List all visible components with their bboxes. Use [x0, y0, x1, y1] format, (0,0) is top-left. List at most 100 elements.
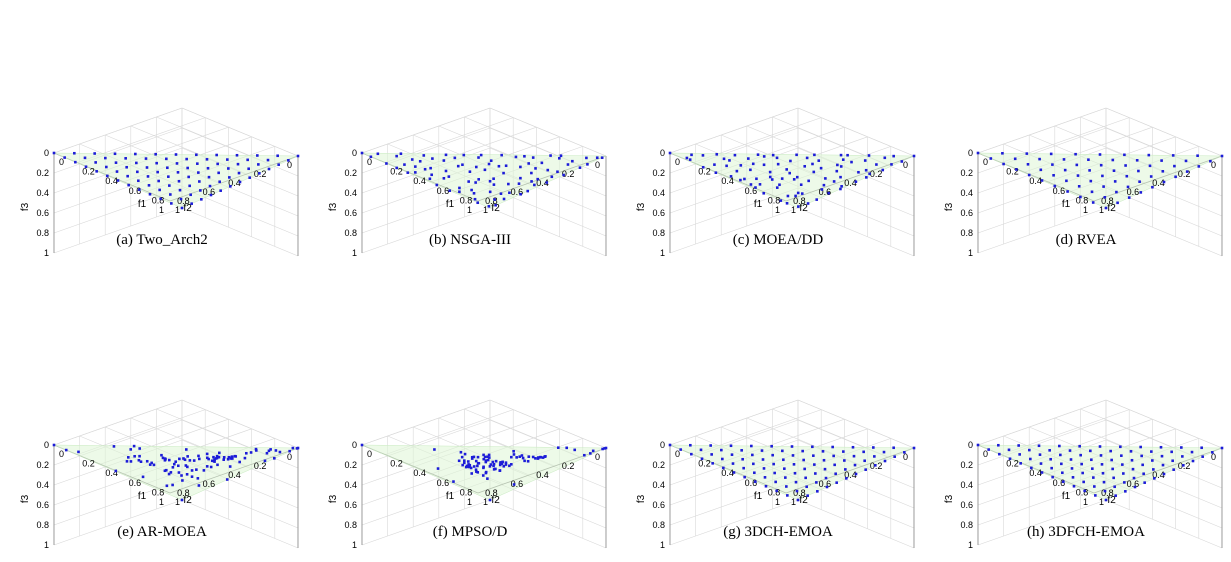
data-point — [1162, 472, 1166, 476]
data-point — [185, 157, 188, 161]
data-point — [527, 162, 530, 165]
grid-line — [669, 107, 799, 154]
data-point — [197, 457, 201, 461]
axis-label-f3: f3 — [944, 494, 955, 503]
grid-line — [669, 419, 799, 466]
data-point — [764, 484, 768, 488]
data-point — [1124, 164, 1127, 167]
data-point — [801, 449, 804, 453]
data-point — [728, 159, 731, 162]
tick-label-f1: 1 — [175, 497, 180, 507]
data-point — [772, 462, 775, 466]
tick-label-f2: 0.6 — [819, 479, 832, 489]
tick-label-f3: 0.6 — [960, 208, 973, 218]
data-point — [797, 205, 800, 208]
data-point — [463, 452, 467, 456]
tick-label-f2: 0.4 — [844, 178, 857, 188]
data-point — [150, 461, 153, 465]
data-point — [573, 448, 577, 452]
tick-label-f3: 1 — [352, 248, 357, 258]
data-point — [912, 446, 916, 450]
tick-label-f2: 0 — [287, 452, 292, 462]
data-point — [217, 455, 221, 459]
data-point — [486, 458, 490, 462]
data-point — [482, 453, 485, 457]
data-point — [1102, 185, 1105, 188]
grid-line — [1105, 107, 1223, 157]
data-point — [1114, 494, 1117, 497]
data-point — [729, 175, 733, 178]
data-point — [701, 154, 705, 157]
data-point — [1098, 445, 1102, 448]
data-point — [154, 152, 157, 156]
data-point — [770, 178, 774, 181]
data-point — [803, 467, 806, 471]
data-point — [795, 153, 798, 157]
data-point — [269, 448, 272, 451]
data-point — [180, 206, 184, 210]
data-point — [470, 455, 474, 459]
data-point — [436, 467, 440, 470]
data-point — [499, 192, 503, 195]
data-point — [461, 163, 464, 167]
tick-label-f1: 0.2 — [1006, 459, 1019, 469]
data-point — [141, 475, 145, 479]
data-point — [64, 448, 68, 452]
data-point — [792, 178, 796, 181]
data-point — [502, 464, 506, 468]
data-point — [468, 170, 472, 173]
data-point — [491, 460, 495, 464]
data-point — [881, 168, 885, 172]
data-point — [768, 175, 772, 179]
data-point — [1080, 462, 1083, 466]
data-point — [1173, 164, 1176, 168]
data-point — [180, 498, 184, 502]
grid-line — [361, 399, 491, 446]
data-point — [851, 445, 855, 449]
data-point — [1079, 195, 1082, 199]
data-point — [502, 171, 505, 175]
data-point — [1077, 185, 1081, 188]
tick-label-f3: 0.4 — [652, 188, 665, 198]
tick-label-f3: 1 — [968, 248, 973, 258]
data-point — [476, 455, 480, 459]
data-point — [781, 449, 784, 453]
data-point — [1039, 462, 1043, 465]
data-point — [794, 480, 798, 484]
data-point — [174, 153, 178, 156]
data-point — [467, 180, 470, 183]
tick-label-f1: 1 — [791, 205, 796, 215]
data-point — [167, 472, 171, 476]
data-point — [1132, 476, 1136, 480]
data-point — [470, 188, 473, 192]
data-point — [601, 447, 604, 451]
data-point — [832, 180, 836, 183]
data-point — [84, 165, 88, 169]
data-point — [668, 151, 672, 155]
tick-label-f1: 0 — [675, 449, 680, 459]
tick-label-f2: 0.2 — [870, 169, 883, 179]
data-point — [512, 449, 515, 453]
tick-label-f1: 0.8 — [152, 195, 165, 205]
data-point — [487, 162, 491, 166]
data-point — [556, 446, 560, 449]
data-point — [854, 472, 858, 476]
data-point — [689, 443, 692, 447]
data-point — [492, 462, 496, 466]
data-point — [1200, 446, 1203, 450]
data-point — [1180, 446, 1183, 449]
data-point — [175, 162, 179, 165]
data-point — [1104, 206, 1108, 210]
data-point — [453, 156, 457, 160]
data-point — [403, 163, 406, 166]
data-point — [167, 458, 171, 462]
data-point — [466, 460, 470, 463]
data-point — [484, 459, 488, 462]
data-point — [1089, 449, 1092, 453]
data-point — [205, 465, 209, 468]
data-point — [1220, 446, 1224, 450]
data-point — [791, 454, 795, 457]
axis-label-f2: f2 — [799, 203, 808, 214]
data-point — [195, 153, 198, 157]
